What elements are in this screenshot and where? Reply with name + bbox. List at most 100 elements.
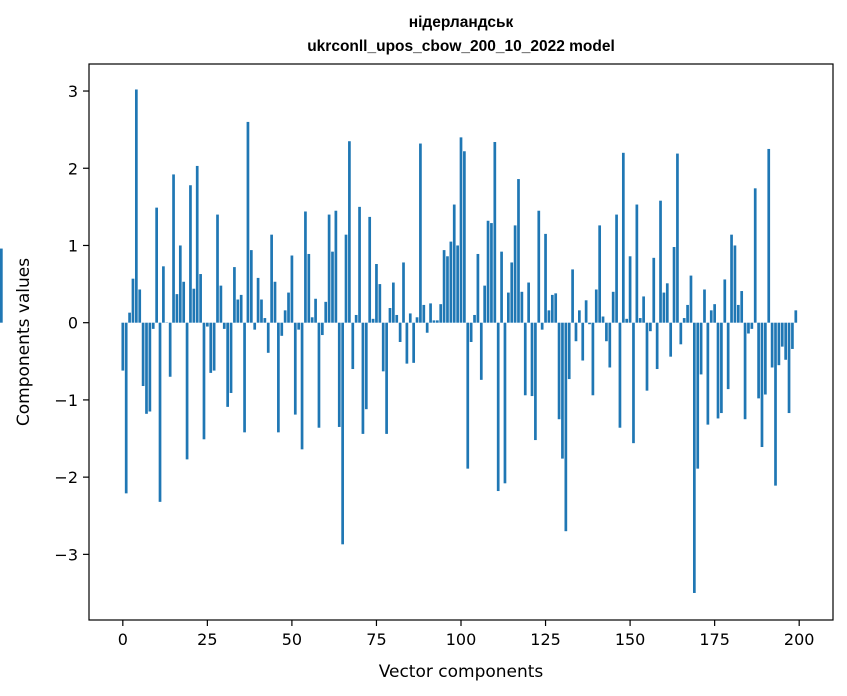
bar bbox=[283, 310, 287, 323]
bar bbox=[368, 216, 372, 323]
bar bbox=[398, 322, 402, 342]
bar bbox=[567, 322, 571, 380]
bar bbox=[625, 318, 629, 323]
bar bbox=[706, 322, 710, 425]
bar bbox=[317, 322, 321, 428]
bar bbox=[124, 322, 128, 494]
bar bbox=[770, 322, 774, 368]
bar bbox=[277, 322, 280, 433]
bar bbox=[496, 322, 500, 492]
bars-group bbox=[0, 89, 798, 593]
bar bbox=[375, 264, 378, 323]
bar bbox=[628, 256, 632, 323]
bar bbox=[672, 247, 676, 323]
bar bbox=[358, 206, 361, 323]
bar bbox=[520, 291, 524, 323]
x-axis-ticks: 0 25 50 75 100 125 150 175 200 bbox=[118, 620, 814, 649]
bar bbox=[141, 322, 145, 387]
bar bbox=[713, 304, 716, 323]
bar bbox=[270, 234, 273, 323]
bar bbox=[331, 251, 334, 323]
bar bbox=[557, 322, 561, 420]
bar bbox=[388, 308, 392, 323]
bar bbox=[0, 248, 3, 323]
bar bbox=[757, 322, 760, 399]
bar bbox=[432, 320, 436, 323]
bar bbox=[408, 313, 412, 323]
bar bbox=[618, 322, 622, 428]
bar bbox=[476, 253, 480, 323]
bar bbox=[513, 225, 517, 323]
bar bbox=[364, 322, 368, 410]
bar bbox=[354, 314, 358, 323]
x-axis-label: Vector components bbox=[379, 662, 544, 682]
bar bbox=[320, 322, 324, 336]
bar bbox=[412, 322, 416, 363]
bar bbox=[442, 250, 446, 323]
bar bbox=[158, 322, 162, 502]
bar bbox=[395, 314, 399, 323]
bar bbox=[638, 318, 642, 323]
bar bbox=[249, 250, 253, 323]
bar bbox=[324, 301, 328, 323]
bar bbox=[615, 214, 618, 323]
bar bbox=[253, 322, 257, 330]
bar bbox=[145, 322, 148, 414]
bar bbox=[611, 291, 615, 323]
bar bbox=[226, 322, 230, 407]
bar bbox=[652, 257, 656, 323]
bar bbox=[655, 322, 659, 370]
bar bbox=[435, 320, 439, 323]
x-tick-label: 175 bbox=[699, 630, 730, 649]
bar bbox=[195, 165, 199, 323]
bar bbox=[182, 281, 186, 323]
bar bbox=[219, 285, 223, 323]
bar bbox=[348, 141, 351, 323]
bar bbox=[449, 241, 453, 323]
bar bbox=[723, 279, 727, 323]
bar bbox=[439, 304, 443, 323]
bar bbox=[517, 179, 520, 323]
bar bbox=[479, 322, 483, 380]
bar bbox=[452, 204, 456, 323]
bar bbox=[168, 322, 172, 377]
bar bbox=[337, 322, 341, 427]
bar bbox=[608, 322, 612, 368]
bar bbox=[456, 245, 459, 323]
bar bbox=[243, 322, 246, 433]
x-tick-label: 75 bbox=[366, 630, 386, 649]
bar bbox=[256, 277, 260, 323]
bar bbox=[402, 262, 405, 323]
bar bbox=[378, 284, 382, 323]
bar bbox=[236, 299, 240, 323]
bar bbox=[463, 151, 466, 323]
bar bbox=[287, 292, 290, 323]
bar bbox=[327, 214, 331, 323]
bar bbox=[304, 211, 307, 323]
bar bbox=[490, 223, 493, 323]
bar bbox=[469, 322, 473, 342]
bar bbox=[659, 200, 662, 323]
bar bbox=[601, 316, 605, 323]
bar bbox=[753, 188, 757, 323]
bar bbox=[486, 220, 490, 323]
bar bbox=[510, 262, 514, 323]
y-tick-label: 1 bbox=[68, 236, 78, 255]
bar bbox=[300, 322, 304, 450]
bar bbox=[446, 256, 449, 323]
bar bbox=[263, 318, 267, 323]
bar bbox=[131, 278, 135, 323]
bar bbox=[544, 233, 547, 323]
bar bbox=[733, 245, 737, 323]
x-tick-label: 150 bbox=[615, 630, 646, 649]
bar bbox=[212, 322, 216, 371]
bar bbox=[621, 152, 625, 323]
x-tick-label: 50 bbox=[282, 630, 302, 649]
bar bbox=[605, 322, 608, 342]
bar bbox=[371, 318, 375, 323]
bar bbox=[148, 322, 152, 412]
bar bbox=[483, 285, 487, 323]
y-axis-label: Components values bbox=[14, 258, 34, 426]
bar bbox=[344, 234, 348, 323]
bar bbox=[523, 322, 527, 396]
